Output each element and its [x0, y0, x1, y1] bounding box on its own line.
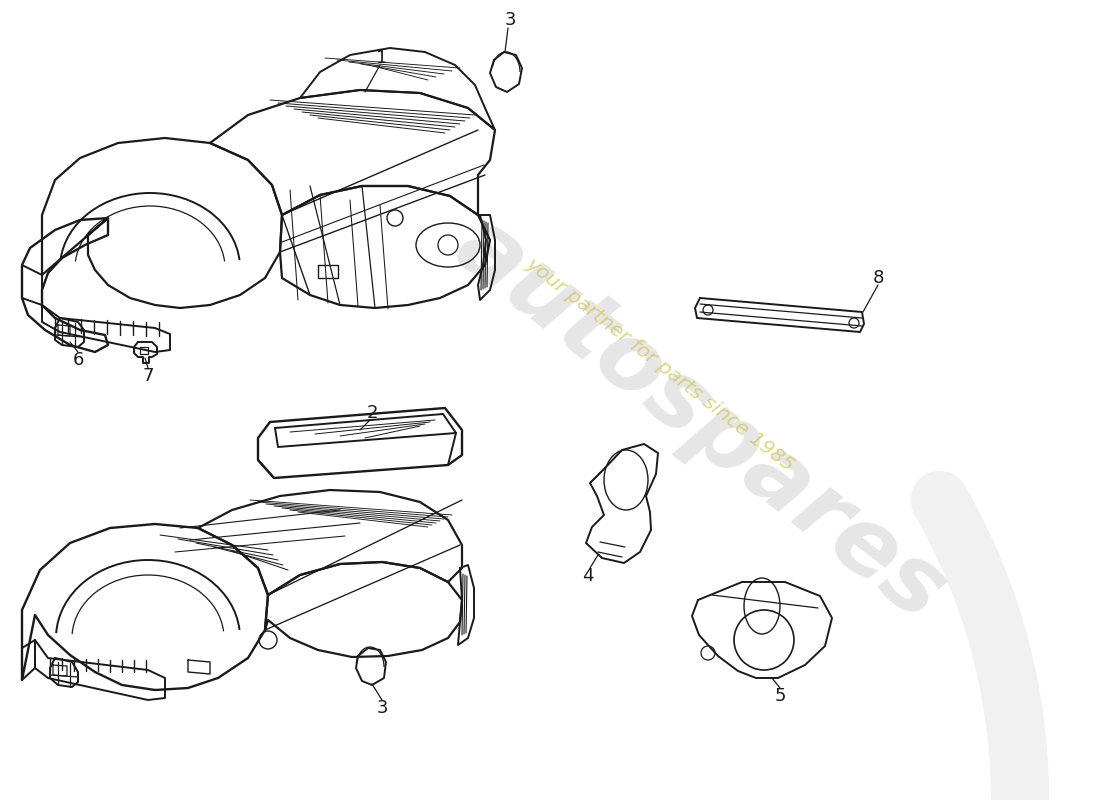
- Text: 7: 7: [142, 367, 154, 385]
- Text: 3: 3: [504, 11, 516, 29]
- Text: 4: 4: [582, 567, 594, 585]
- Text: 1: 1: [376, 49, 387, 67]
- Text: 3: 3: [376, 699, 387, 717]
- Text: 6: 6: [73, 351, 84, 369]
- Text: 5: 5: [774, 687, 785, 705]
- Text: autospares: autospares: [437, 200, 962, 640]
- Text: your partner for parts since 1985: your partner for parts since 1985: [522, 254, 798, 475]
- Text: 2: 2: [366, 404, 377, 422]
- Text: 8: 8: [872, 269, 883, 287]
